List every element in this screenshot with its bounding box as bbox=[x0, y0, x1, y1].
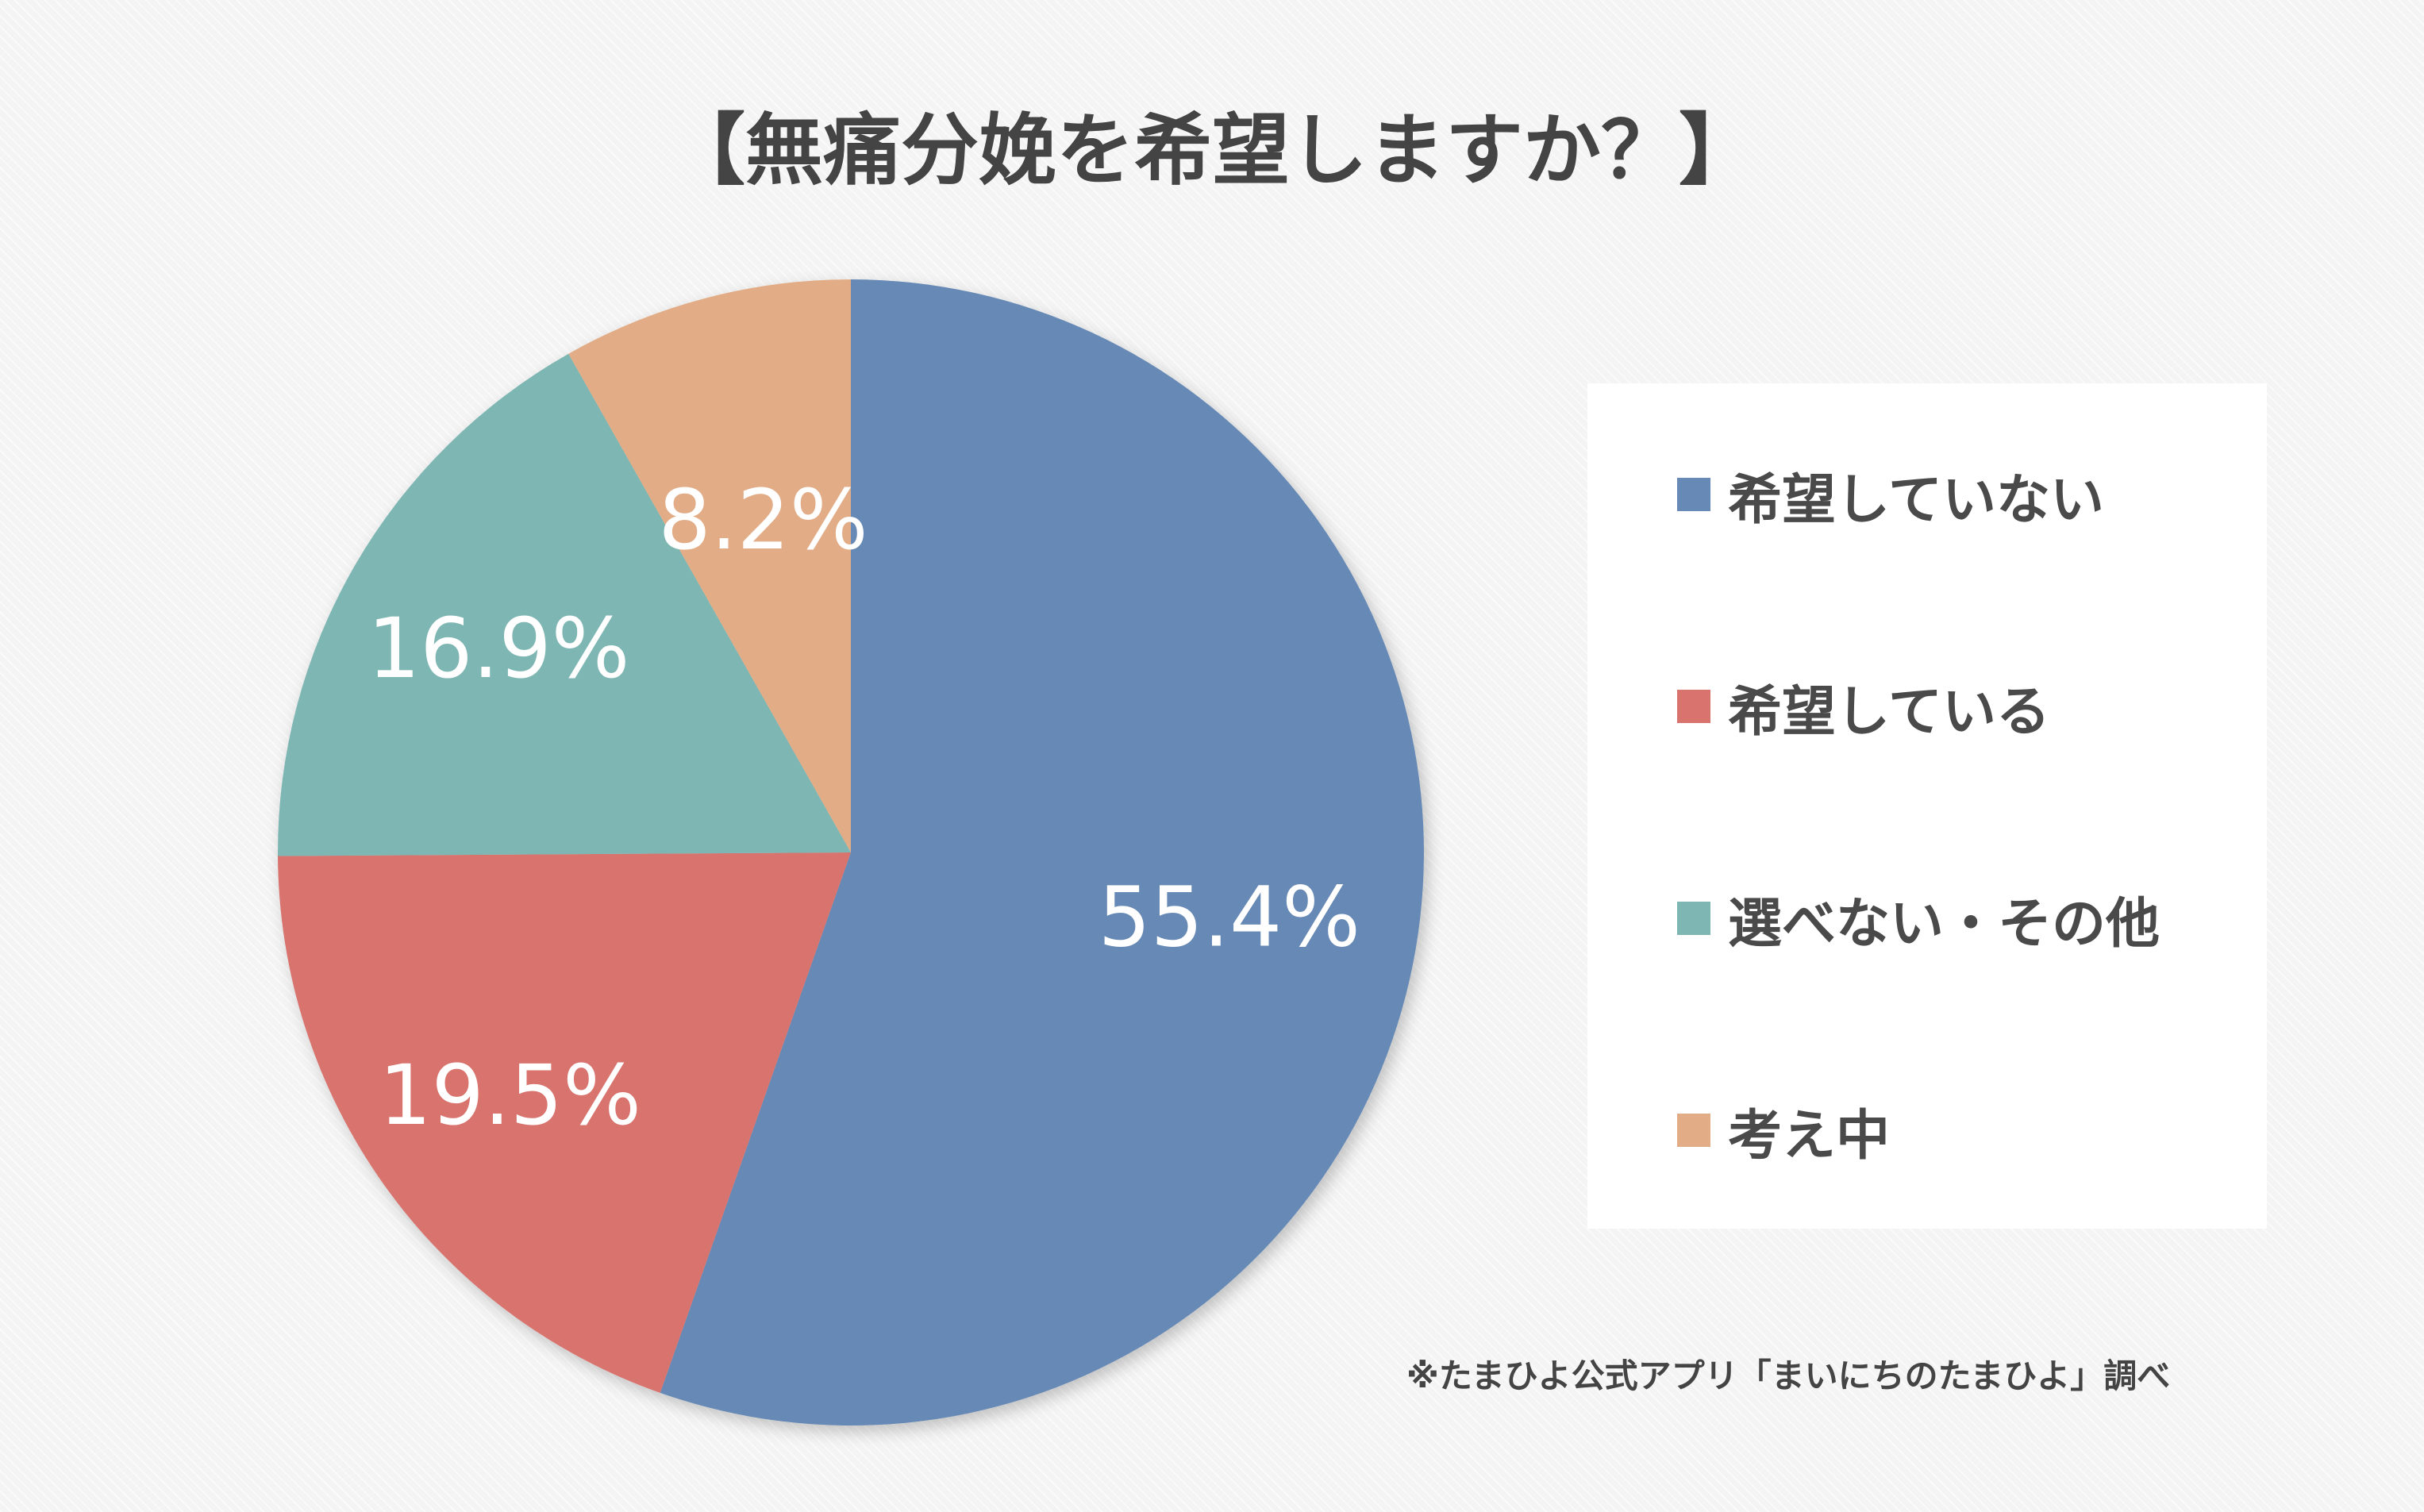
legend-item-2: 希望している bbox=[1677, 667, 2050, 746]
pie-slice-2 bbox=[278, 852, 851, 1393]
pie-slice-4 bbox=[568, 279, 851, 852]
legend: 希望していない 希望している選べない・その他 考え中 bbox=[1587, 383, 2267, 1229]
legend-label: 選べない・その他 bbox=[1728, 892, 2160, 956]
legend-swatch bbox=[1677, 690, 1710, 723]
source-note: ※たまひよ公式アプリ「まいにちのたまひよ」調べ bbox=[1406, 1356, 2171, 1395]
chart-title: 【無痛分娩を希望しますか？】 bbox=[667, 106, 1756, 196]
pie-value-labels: 55.4% 19.5% 16.9% 8.2% bbox=[367, 471, 1360, 1144]
legend-label: 希望していない bbox=[1728, 468, 2104, 532]
legend-swatch bbox=[1677, 478, 1710, 511]
legend-swatch bbox=[1677, 1114, 1710, 1147]
legend-swatch bbox=[1677, 902, 1710, 935]
legend-item-4: 考え中 bbox=[1677, 1091, 1890, 1170]
legend-item-1: 希望していない bbox=[1677, 455, 2104, 534]
legend-label: 希望している bbox=[1728, 680, 2050, 744]
pie-slice-3 bbox=[277, 353, 851, 856]
legend-label: 考え中 bbox=[1728, 1104, 1891, 1168]
pie-value-label-4: 8.2% bbox=[658, 471, 868, 568]
pie-slices bbox=[277, 279, 1424, 1425]
pie-slice-1 bbox=[660, 279, 1424, 1425]
legend-item-3: 選べない・その他 bbox=[1677, 879, 2160, 958]
pie-value-label-1: 55.4% bbox=[1098, 869, 1360, 966]
pie-value-label-3: 16.9% bbox=[367, 600, 629, 697]
pie-value-label-2: 19.5% bbox=[379, 1047, 641, 1144]
